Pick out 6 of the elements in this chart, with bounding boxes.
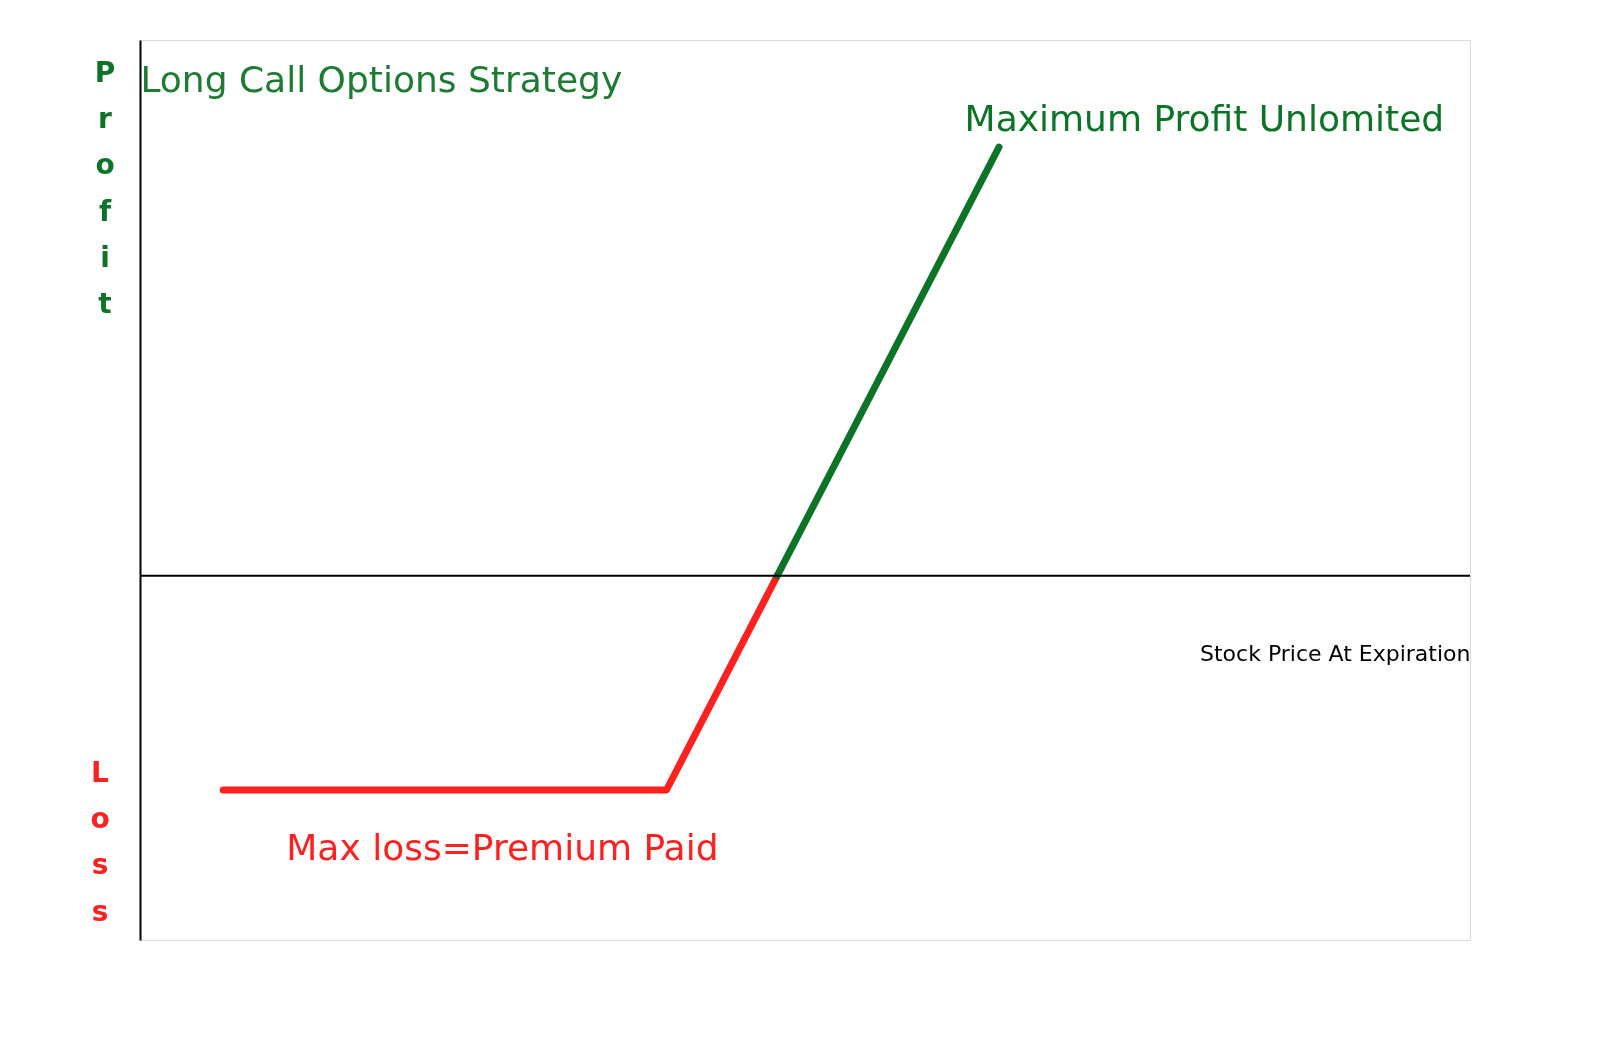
chart-title: Long Call Options Strategy: [140, 59, 623, 100]
text: Profit: [94, 56, 116, 320]
text: Max loss=Premium Paid: [286, 827, 719, 868]
text: Loss: [90, 756, 110, 928]
text: Maximum Profit Unlomited: [964, 98, 1445, 139]
x-axis-title: Stock Price At Expiration: [1200, 640, 1471, 666]
